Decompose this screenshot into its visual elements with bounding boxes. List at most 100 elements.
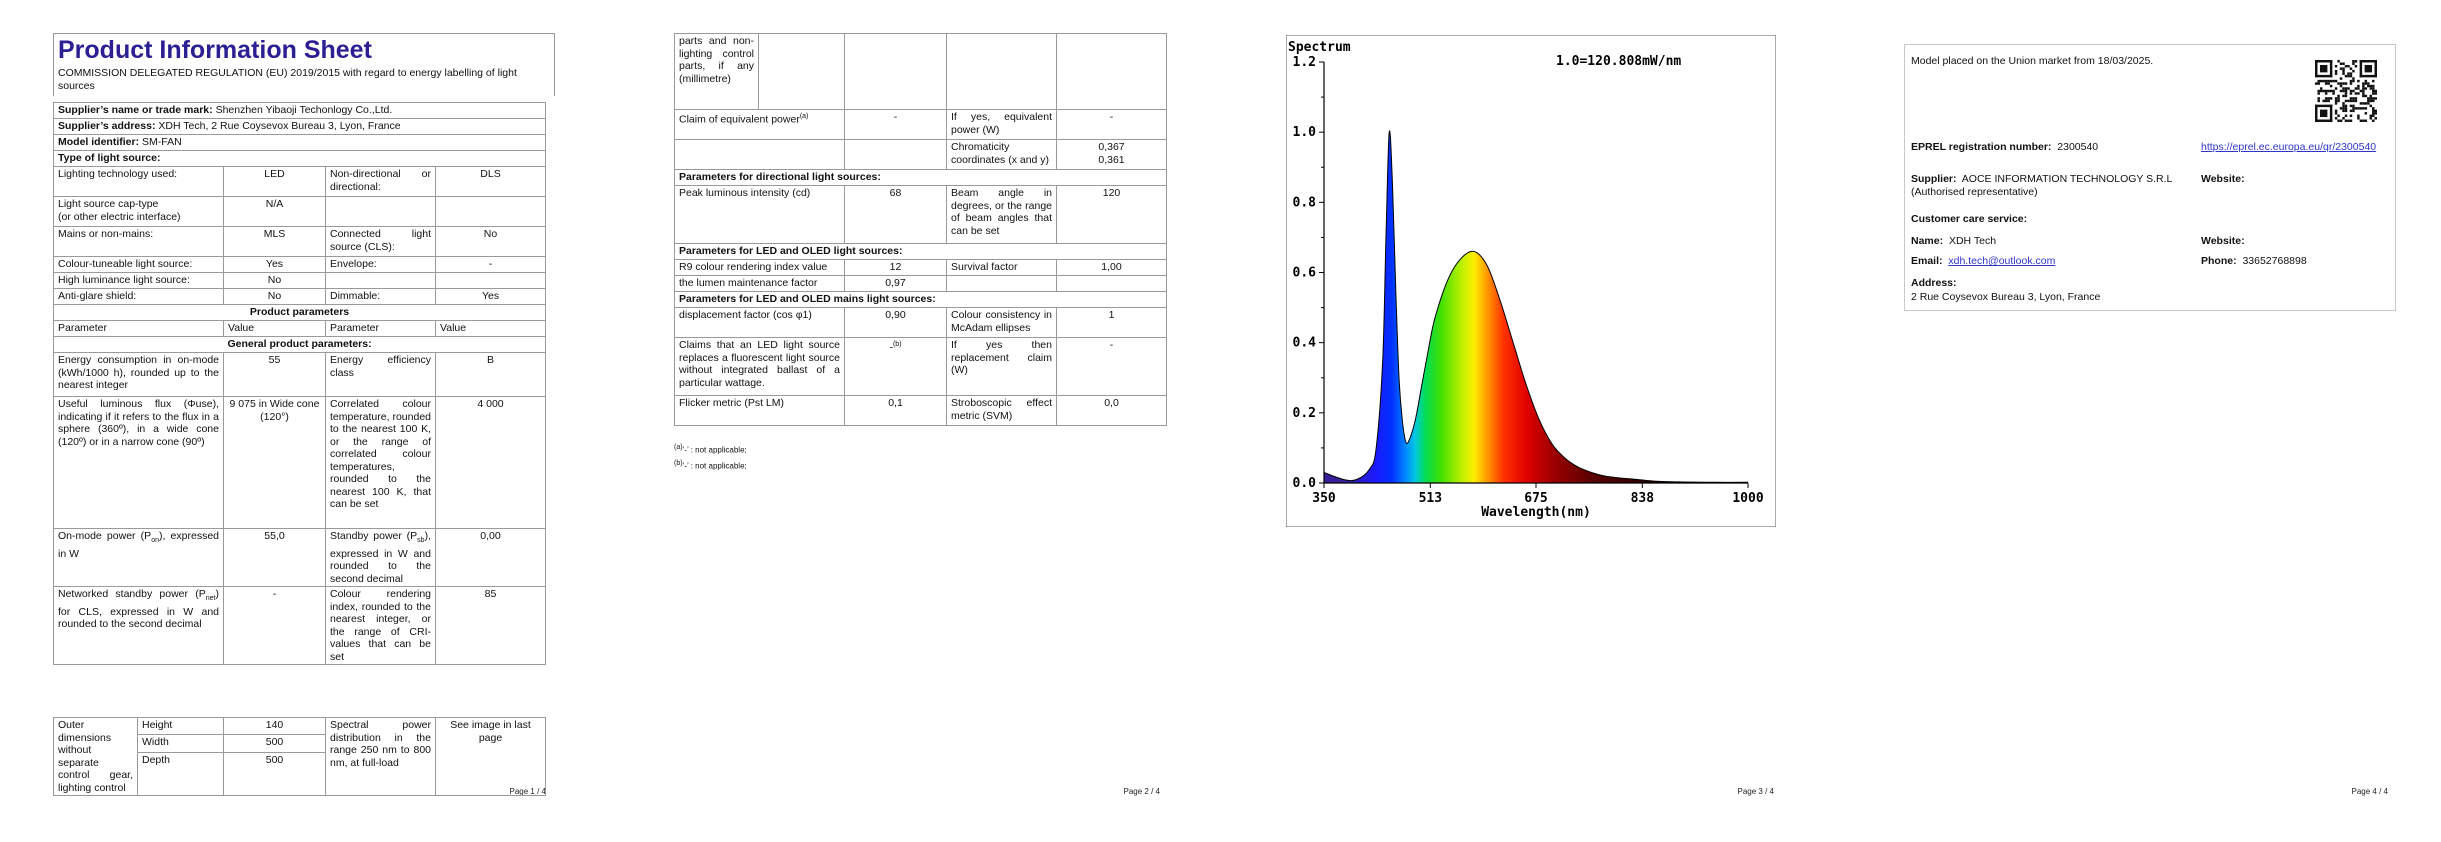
lumen-maint-value: 0,97 [844,275,947,292]
equiv-label: Claim of equivalent power(a) [674,109,845,140]
page-number: Page 4 / 4 [2351,787,2388,796]
depth-value: 500 [223,751,326,797]
x-tick-label: 350 [1312,491,1336,506]
led-mains-params-heading: Parameters for LED and OLED mains light … [674,291,1167,308]
chroma-value: 0,367 0,361 [1056,139,1167,170]
envelope-value: - [434,256,547,273]
cri-label: Colour rendering index, rounded to the n… [325,586,436,666]
lighting-tech-label: Lighting technology used: [53,166,224,197]
standby-value: 0,00 [434,527,547,588]
chart-annotation: 1.0=120.808mW/nm [1556,54,1681,69]
email-row: Email: xdh.tech@outlook.com [1911,255,2056,267]
cri-value: 85 [434,586,547,666]
r9-value: 12 [844,259,947,276]
colour-tune-label: Colour-tuneable light source: [53,256,224,273]
supplier-row: Supplier: AOCE INFORMATION TECHNOLOGY S.… [1911,173,2173,198]
replace-yes-value: - [1056,337,1167,396]
placed-text: Model placed on the Union market from 18… [1911,55,2154,67]
spd-label: Spectral power distribution in the range… [325,717,436,796]
spd-value: See image in last page [435,717,546,796]
beam-label: Beam angle in degrees, or the range of b… [946,185,1057,244]
lumen-maint-label: the lumen maintenance factor [674,275,845,292]
spectrum-line [1323,130,1749,483]
net-standby-label: Networked standby power (Pnet) for CLS, … [53,586,224,666]
y-tick-label: 1.2 [1293,55,1316,70]
displacement-label: displacement factor (cos φ1) [674,307,845,338]
params-table: parts and non-lighting control parts, if… [674,33,1167,426]
x-tick-label: 513 [1419,491,1442,506]
energy-class-label: Energy efficiency class [325,352,436,397]
page-4: Page 4 / 4 [1842,0,2441,842]
strobo-label: Stroboscopic effect metric (SVM) [946,395,1057,426]
cct-label: Correlated colour temperature, rounded t… [325,396,436,529]
eprel-link-row: https://eprel.ec.europa.eu/qr/2300540 [2201,141,2381,154]
nondir-value: DLS [434,166,547,197]
on-power-label: On-mode power (Pon), expressed in W [53,527,224,588]
consistency-label: Colour consistency in McAdam ellipses [946,307,1057,338]
dir-params-heading: Parameters for directional light sources… [674,169,1167,186]
nondir-label: Non-directional or directional: [325,166,436,197]
energy-class-value: B [434,352,547,397]
y-tick-label: 0.4 [1293,336,1317,351]
x-axis-label: Wavelength(nm) [1481,505,1591,520]
net-standby-value: - [223,586,326,666]
strobo-value: 0,0 [1056,395,1167,426]
replace-yes-label: If yes then replacement claim (W) [946,337,1057,396]
displacement-value: 0,90 [844,307,947,338]
eprel-info-box: Model placed on the Union market from 18… [1904,44,2396,311]
anti-glare-value: No [223,288,326,305]
flicker-label: Flicker metric (Pst LM) [674,395,845,426]
dim-cont-label: parts and non-lighting control parts, if… [674,33,759,110]
general-params-heading: General product parameters: [52,336,547,353]
supplier-address-row: Supplier’s address: XDH Tech, 2 Rue Coys… [52,118,547,135]
chart-title: Spectrum [1288,40,1351,55]
col-value: Value [223,320,326,337]
phone-row: Phone: 33652768898 [2201,255,2307,267]
mains-label: Mains or non-mains: [53,226,224,257]
col-parameter: Parameter [53,320,224,337]
lighting-tech-value: LED [223,166,326,197]
regulation-text: COMMISSION DELEGATED REGULATION (EU) 201… [58,67,517,92]
cls-value: No [434,226,547,257]
r9-label: R9 colour rendering index value [674,259,845,276]
col-parameter-2: Parameter [325,320,436,337]
cct-value: 4 000 [434,396,547,529]
page-title: Product Information Sheet [58,36,372,64]
page-number: Page 2 / 4 [1123,787,1160,796]
energy-cons-label: Energy consumption in on-mode (kWh/1000 … [53,352,224,397]
flux-value: 9 075 in Wide cone (120°) [223,396,326,529]
high-lum-value: No [223,272,326,289]
dimmable-label: Dimmable: [325,288,436,305]
email-link[interactable]: xdh.tech@outlook.com [1948,255,2056,267]
y-tick-label: 0.0 [1293,476,1317,491]
cls-label: Connected light source (CLS): [325,226,436,257]
spectrum-area [1324,130,1748,483]
cap-value: N/A [223,196,326,227]
name-row: Name: XDH Tech [1911,235,1997,247]
product-params-heading: Product parameters [52,304,547,321]
replace-value: -(b) [844,337,947,396]
height-label: Height [137,716,224,736]
spectrum-chart: 0.0 0.2 0.4 0.6 0.8 1.0 1.2 350 513 675 838 1000 Spe… [1286,35,1776,527]
y-tick-label: 0.8 [1293,195,1317,210]
info-table: Supplier’s name or trade mark: Shenzhen … [52,102,547,666]
width-value: 500 [223,734,326,753]
qr-code-icon[interactable] [2315,60,2377,122]
standby-label: Standby power (Psb), expressed in W and … [325,527,436,588]
anti-glare-label: Anti-glare shield: [53,288,224,305]
address-value: 2 Rue Coysevox Bureau 3, Lyon, France [1911,291,2101,303]
website-label: Website: [2201,173,2245,185]
equiv-value: - [844,109,947,140]
outer-dim-label: Outer dimensions without separate contro… [53,717,138,796]
flicker-value: 0,1 [844,395,947,426]
depth-label: Depth [137,751,224,797]
consistency-value: 1 [1056,307,1167,338]
eprel-link[interactable]: https://eprel.ec.europa.eu/qr/2300540 [2201,141,2377,153]
y-tick-label: 0.2 [1293,406,1316,421]
care-label: Customer care service: [1911,213,2028,225]
dimensions-table: Outer dimensions without separate contro… [53,716,546,797]
x-tick-label: 1000 [1732,491,1763,506]
energy-cons-value: 55 [223,352,326,397]
equiv-yes-value: - [1056,109,1167,140]
col-value-2: Value [434,320,547,337]
